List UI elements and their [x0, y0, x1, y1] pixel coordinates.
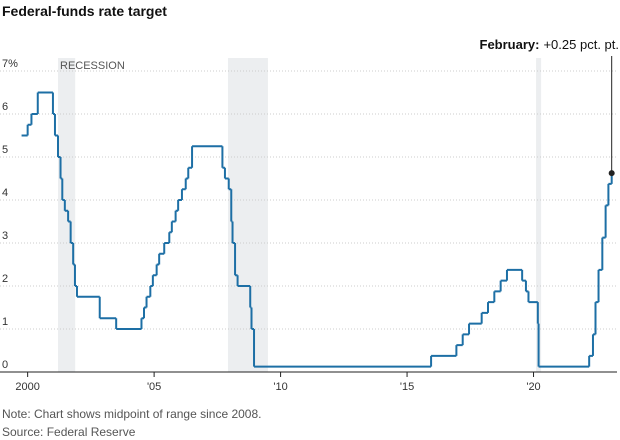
y-tick-label: 2: [2, 273, 8, 285]
y-tick-label: 3: [2, 230, 8, 242]
x-tick-label: '05: [147, 381, 161, 393]
x-tick-label: 2000: [15, 381, 39, 393]
recession-label: RECESSION: [60, 60, 125, 72]
annotation: February: +0.25 pct. pt.: [480, 37, 620, 52]
x-tick-label: '20: [526, 381, 540, 393]
recession-band: [227, 58, 268, 372]
x-tick-label: '15: [400, 381, 414, 393]
x-tick-label: '10: [273, 381, 287, 393]
y-tick-label: 6: [2, 101, 8, 113]
annotation-label: February:: [480, 37, 540, 52]
source: Source: Federal Reserve: [2, 425, 136, 439]
chart-title: Federal-funds rate target: [2, 3, 167, 19]
recession-band: [58, 58, 76, 372]
y-tick-label: 5: [2, 144, 8, 156]
y-tick-label: 7%: [2, 58, 18, 70]
y-tick-label: 0: [2, 359, 8, 371]
y-tick-label: 4: [2, 187, 8, 199]
y-tick-label: 1: [2, 316, 8, 328]
note: Note: Chart shows midpoint of range sinc…: [2, 407, 261, 421]
annotation-text: +0.25 pct. pt.: [543, 37, 619, 52]
recession-band: [536, 58, 542, 372]
last-point: [608, 170, 615, 177]
